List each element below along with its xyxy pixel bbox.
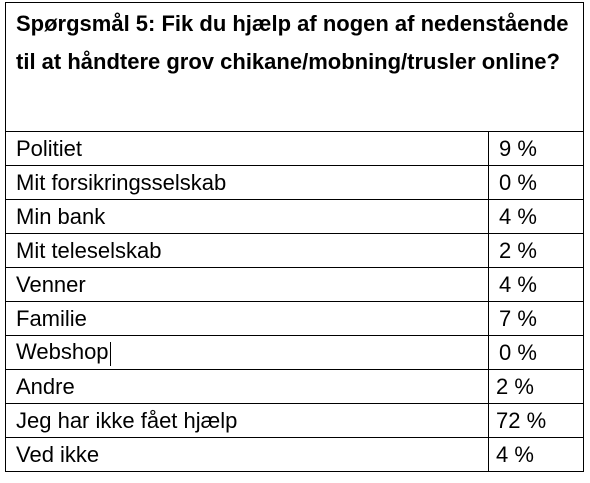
question-heading: Spørgsmål 5: Fik du hjælp af nogen af ne… — [16, 11, 569, 74]
table-row: Andre 2 % — [5, 369, 585, 404]
table-row: Mit forsikringsselskab 0 % — [5, 165, 585, 200]
row-value: 4 % — [487, 199, 585, 234]
question-cell: Spørgsmål 5: Fik du hjælp af nogen af ne… — [5, 2, 584, 132]
row-label: Mit forsikringsselskab — [5, 165, 489, 200]
table-row: Ved ikke 4 % — [5, 437, 585, 472]
row-value: 72 % — [487, 403, 585, 438]
row-label: Ved ikke — [5, 437, 489, 472]
row-label-cell: Webshop — [5, 335, 489, 370]
row-label: Webshop — [16, 339, 109, 365]
row-value: 9 % — [487, 131, 585, 166]
header-row: Spørgsmål 5: Fik du hjælp af nogen af ne… — [5, 2, 584, 132]
row-label: Venner — [5, 267, 489, 302]
row-label: Mit teleselskab — [5, 233, 489, 268]
table-row: Min bank 4 % — [5, 199, 585, 234]
table-row: Jeg har ikke fået hjælp 72 % — [5, 403, 585, 438]
row-label: Andre — [5, 369, 489, 404]
row-value: 4 % — [487, 437, 585, 472]
row-value: 0 % — [487, 165, 585, 200]
table-row: Venner 4 % — [5, 267, 585, 302]
row-label: Min bank — [5, 199, 489, 234]
row-value: 2 % — [487, 233, 585, 268]
row-value: 2 % — [487, 369, 585, 404]
row-value: 7 % — [487, 301, 585, 336]
table-row: Webshop 0 % — [5, 335, 585, 370]
row-label: Familie — [5, 301, 489, 336]
table-row: Familie 7 % — [5, 301, 585, 336]
row-value: 4 % — [487, 267, 585, 302]
row-label: Jeg har ikke fået hjælp — [5, 403, 489, 438]
table-row: Mit teleselskab 2 % — [5, 233, 585, 268]
text-cursor — [109, 341, 111, 366]
survey-table: Spørgsmål 5: Fik du hjælp af nogen af ne… — [5, 2, 585, 472]
row-value: 0 % — [487, 335, 585, 370]
row-label: Politiet — [5, 131, 489, 166]
table-row: Politiet 9 % — [5, 131, 585, 166]
